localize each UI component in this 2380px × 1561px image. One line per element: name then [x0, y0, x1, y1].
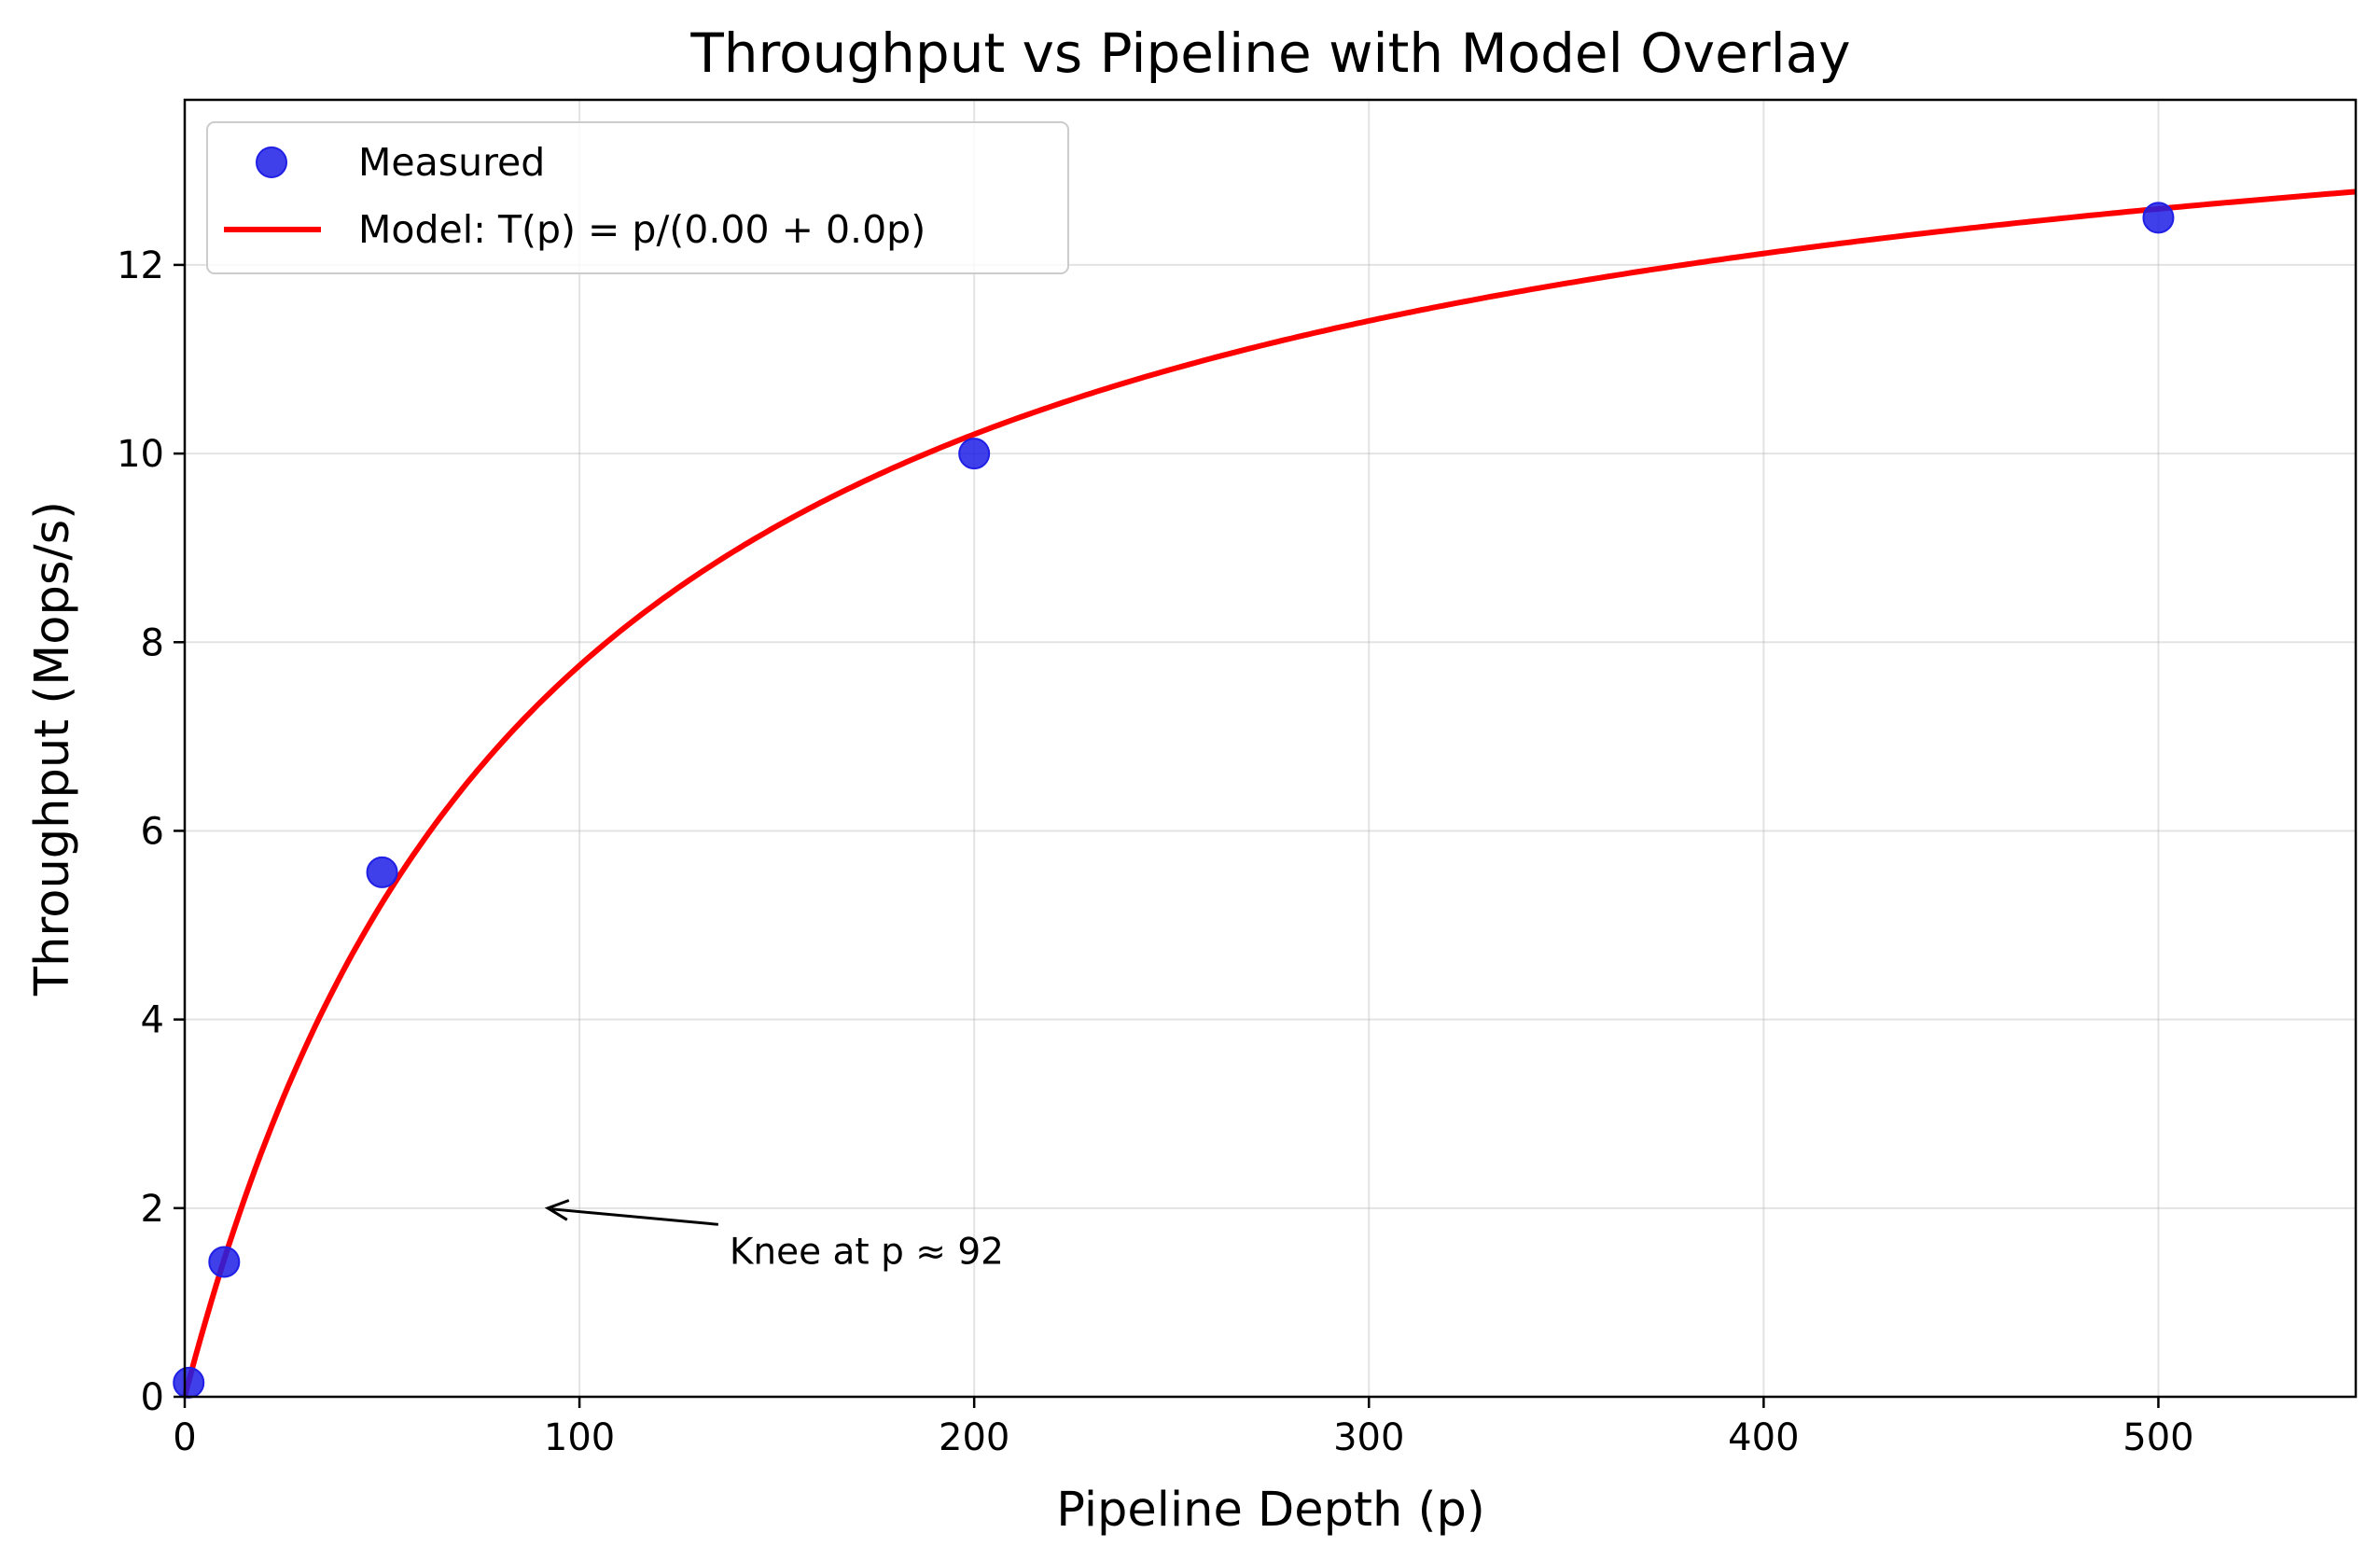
x-axis-ticks: 0 100 200 300 400 500 [173, 1397, 2194, 1459]
y-tick-label: 0 [141, 1376, 164, 1419]
annotation-arrow-shaft [551, 1207, 719, 1226]
x-tick-label: 100 [544, 1416, 615, 1459]
chart-title: Throughput vs Pipeline with Model Overla… [689, 21, 1850, 85]
x-axis-label: Pipeline Depth (p) [1056, 1483, 1485, 1538]
model-curve [182, 188, 2357, 1398]
x-tick-label: 200 [939, 1416, 1009, 1459]
legend: Measured Model: T(p) = p/(0.00 + 0.0p) [206, 121, 1069, 274]
legend-label-measured: Measured [358, 140, 545, 185]
x-tick-label: 400 [1728, 1416, 1799, 1459]
annotation-arrow-head [544, 1199, 570, 1221]
y-tick-label: 6 [141, 810, 164, 853]
legend-marker-measured [256, 146, 287, 178]
y-axis-label: Throughput (Mops/s) [25, 501, 80, 997]
x-tick-label: 500 [2123, 1416, 2193, 1459]
measured-point [958, 438, 991, 470]
measured-point [2142, 202, 2175, 234]
annotation-text: Knee at p ≈ 92 [730, 1231, 1004, 1273]
model-series [182, 188, 2357, 1398]
y-tick-label: 12 [117, 244, 164, 287]
y-tick-label: 8 [141, 621, 164, 664]
y-tick-label: 2 [141, 1188, 164, 1231]
legend-label-model: Model: T(p) = p/(0.00 + 0.0p) [358, 207, 926, 252]
y-axis-ticks: 0 2 4 6 8 10 12 [117, 244, 185, 1419]
measured-point [366, 856, 398, 888]
measured-point [173, 1366, 205, 1399]
legend-frame [206, 121, 1069, 274]
annotation: Knee at p ≈ 92 [544, 1199, 1004, 1273]
measured-point [208, 1246, 241, 1278]
x-tick-label: 300 [1333, 1416, 1404, 1459]
plot-frame [183, 98, 2358, 1399]
y-tick-label: 4 [141, 999, 164, 1042]
x-tick-label: 0 [173, 1416, 196, 1459]
measured-series [173, 202, 2175, 1399]
y-tick-label: 10 [117, 433, 164, 476]
